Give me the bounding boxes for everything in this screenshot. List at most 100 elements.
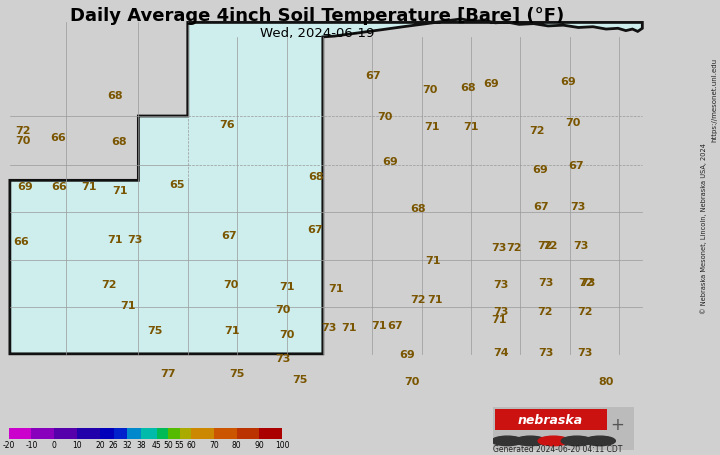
- Text: 73: 73: [538, 277, 553, 287]
- Text: Wed, 2024-06-19: Wed, 2024-06-19: [260, 27, 374, 40]
- Text: 70: 70: [209, 440, 219, 450]
- Bar: [180, 428, 191, 440]
- Text: 70: 70: [404, 376, 420, 386]
- Text: 66: 66: [51, 182, 67, 192]
- Text: 73: 73: [493, 279, 508, 289]
- Text: 67: 67: [307, 225, 323, 234]
- Text: 73: 73: [127, 234, 143, 244]
- Text: 71: 71: [426, 256, 441, 266]
- Text: 69: 69: [483, 79, 499, 89]
- Text: 72: 72: [529, 126, 544, 135]
- Text: 71: 71: [224, 326, 240, 336]
- Text: 73: 73: [322, 322, 337, 332]
- Text: 71: 71: [112, 186, 127, 196]
- Bar: [259, 428, 282, 440]
- Text: 71: 71: [121, 300, 136, 310]
- Text: 70: 70: [279, 329, 294, 339]
- Text: 75: 75: [230, 369, 245, 379]
- Text: 71: 71: [328, 283, 343, 293]
- Text: 67: 67: [534, 201, 549, 211]
- Text: 72: 72: [538, 306, 553, 316]
- Bar: [9, 428, 32, 440]
- Text: 80: 80: [598, 376, 613, 386]
- Circle shape: [562, 436, 592, 446]
- Text: 71: 71: [107, 234, 123, 244]
- Text: 90: 90: [255, 440, 264, 450]
- Text: 67: 67: [387, 320, 403, 330]
- Text: 71: 71: [371, 320, 387, 330]
- Bar: [100, 428, 114, 440]
- Text: Generated 2024-06-20 04:11 CDT: Generated 2024-06-20 04:11 CDT: [493, 444, 623, 453]
- Text: 72: 72: [577, 306, 593, 316]
- Text: 72: 72: [506, 242, 521, 252]
- Text: 10: 10: [72, 440, 82, 450]
- Text: 80: 80: [232, 440, 241, 450]
- Text: 72: 72: [101, 279, 117, 289]
- Text: -10: -10: [25, 440, 37, 450]
- Bar: [237, 428, 259, 440]
- Text: 71: 71: [341, 322, 357, 332]
- Text: 76: 76: [220, 120, 235, 130]
- Text: 73: 73: [276, 353, 291, 363]
- Text: 60: 60: [186, 440, 196, 450]
- Bar: [495, 409, 607, 430]
- Text: 69: 69: [532, 164, 548, 174]
- Bar: [127, 428, 141, 440]
- Text: 72: 72: [579, 277, 594, 287]
- Text: 38: 38: [136, 440, 145, 450]
- Text: 71: 71: [279, 281, 294, 291]
- Text: 77: 77: [161, 369, 176, 379]
- Text: 68: 68: [460, 82, 476, 92]
- Text: 69: 69: [382, 157, 398, 167]
- Bar: [32, 428, 54, 440]
- Text: 72
70: 72 70: [15, 126, 31, 146]
- Text: 69: 69: [17, 182, 33, 192]
- Text: 71: 71: [492, 314, 507, 324]
- Text: 68: 68: [308, 172, 324, 182]
- Text: 45: 45: [152, 440, 162, 450]
- Bar: [191, 428, 214, 440]
- Text: 67: 67: [569, 160, 584, 170]
- Circle shape: [585, 436, 616, 446]
- Text: 70: 70: [223, 279, 238, 289]
- Text: 73: 73: [573, 240, 589, 250]
- Text: 75: 75: [292, 374, 307, 384]
- Text: 71: 71: [81, 182, 96, 192]
- Text: 73: 73: [538, 347, 553, 357]
- Bar: [157, 428, 168, 440]
- Circle shape: [492, 436, 523, 446]
- Text: 75: 75: [147, 326, 163, 336]
- Polygon shape: [10, 20, 642, 354]
- Text: 67: 67: [222, 230, 237, 240]
- Text: +: +: [610, 415, 624, 433]
- Text: Daily Average 4inch Soil Temperature [Bare] (°F): Daily Average 4inch Soil Temperature [Ba…: [70, 7, 564, 25]
- Text: 68: 68: [111, 137, 127, 147]
- Text: © Nebraska Mesonet, Lincoln, Nebraska USA, 2024: © Nebraska Mesonet, Lincoln, Nebraska US…: [701, 142, 708, 313]
- Circle shape: [515, 436, 546, 446]
- Circle shape: [538, 436, 569, 446]
- Text: 73: 73: [493, 306, 508, 316]
- Bar: [54, 428, 77, 440]
- Text: 69: 69: [400, 349, 415, 359]
- Text: 70: 70: [276, 304, 291, 314]
- Text: 20: 20: [95, 440, 104, 450]
- Bar: [168, 428, 180, 440]
- Text: 71: 71: [463, 121, 479, 131]
- Text: 32: 32: [122, 440, 132, 450]
- Text: 68: 68: [410, 203, 426, 213]
- Text: 70: 70: [422, 85, 437, 95]
- Text: 50: 50: [163, 440, 173, 450]
- Text: 0: 0: [52, 440, 57, 450]
- Text: 72: 72: [410, 294, 426, 304]
- Text: 73: 73: [580, 277, 595, 287]
- Text: 100: 100: [275, 440, 289, 450]
- Text: 73: 73: [577, 347, 593, 357]
- Bar: [77, 428, 100, 440]
- Text: nebraska: nebraska: [518, 413, 582, 426]
- Text: 65: 65: [168, 180, 184, 190]
- Bar: [214, 428, 237, 440]
- Text: 74: 74: [493, 347, 508, 357]
- Text: 71: 71: [427, 294, 443, 304]
- Text: 69: 69: [560, 77, 576, 87]
- Text: 55: 55: [175, 440, 184, 450]
